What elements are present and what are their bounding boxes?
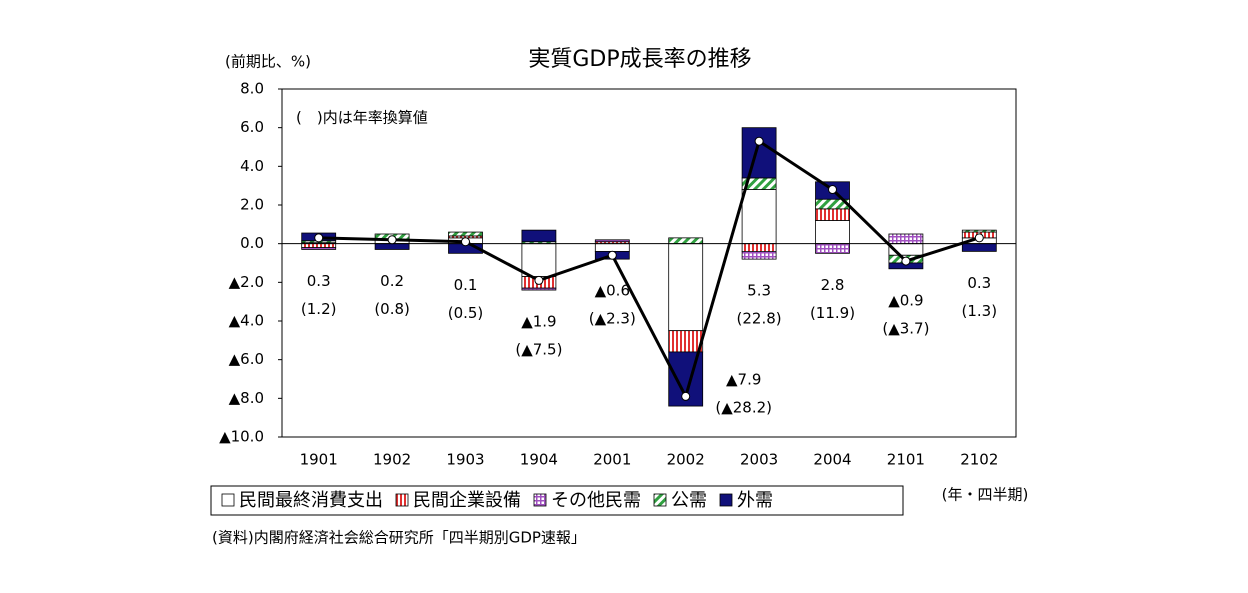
y-tick-label: 6.0 bbox=[240, 118, 264, 136]
plot-frame bbox=[281, 88, 1017, 438]
bar-segment bbox=[741, 189, 777, 245]
annual-label: (▲7.5) bbox=[515, 341, 562, 359]
bar-segment bbox=[815, 220, 850, 245]
bar-segment bbox=[888, 233, 924, 245]
legend-label: 民間企業設備 bbox=[413, 490, 521, 511]
data-label: 0.3 bbox=[307, 272, 331, 290]
x-tick-label: 1903 bbox=[446, 451, 484, 469]
x-tick-label: 1904 bbox=[520, 451, 558, 469]
bar-segment bbox=[815, 208, 850, 221]
line bbox=[318, 138, 980, 401]
bar-segment bbox=[815, 243, 850, 254]
data-label: 5.3 bbox=[747, 282, 771, 300]
bar-segment bbox=[961, 229, 997, 233]
legend-swatch bbox=[719, 493, 733, 507]
legend-label: 民間最終消費支出 bbox=[239, 490, 383, 511]
legend-label: 公需 bbox=[671, 490, 707, 511]
annual-label: (22.8) bbox=[737, 310, 782, 328]
y-tick-label: ▲8.0 bbox=[229, 389, 264, 407]
annual-label: (▲28.2) bbox=[715, 399, 772, 417]
bar-segment bbox=[961, 243, 997, 252]
bar-segment bbox=[301, 243, 337, 248]
source: (資料)内閣府経済社会総合研究所「四半期別GDP速報」 bbox=[212, 529, 586, 547]
data-label: 0.2 bbox=[380, 272, 404, 290]
legend-swatch bbox=[221, 493, 235, 507]
annual-label: (1.2) bbox=[301, 300, 337, 318]
x-axis-label: (年・四半期) bbox=[942, 486, 1029, 504]
line-point bbox=[828, 185, 837, 195]
y-axis-label: (前期比、%) bbox=[225, 53, 311, 71]
bar-segment bbox=[668, 243, 704, 332]
x-tick-label: 2003 bbox=[740, 451, 778, 469]
bar-segment bbox=[741, 243, 777, 252]
x-tick-label: 1902 bbox=[373, 451, 411, 469]
annual-label: (1.3) bbox=[962, 302, 998, 320]
x-tick-label: 2002 bbox=[667, 451, 705, 469]
annual-label: (11.9) bbox=[810, 304, 855, 322]
bar-segment bbox=[521, 229, 557, 243]
y-tick-label: ▲2.0 bbox=[229, 273, 264, 291]
bar-segment bbox=[594, 243, 630, 252]
legend-swatch bbox=[653, 493, 667, 507]
bar-segment bbox=[301, 247, 337, 250]
y-tick-label: ▲4.0 bbox=[229, 312, 264, 330]
annual-label: (0.8) bbox=[374, 300, 410, 318]
annual-label: (▲3.7) bbox=[882, 319, 929, 337]
x-tick-label: 2102 bbox=[960, 451, 998, 469]
bar-segment bbox=[594, 239, 630, 243]
line-point bbox=[461, 237, 470, 247]
line-point bbox=[607, 250, 617, 260]
annual-label: (0.5) bbox=[448, 304, 484, 322]
line-point bbox=[534, 275, 544, 285]
x-tick-label: 2001 bbox=[593, 451, 631, 469]
x-tick-label: 1901 bbox=[300, 451, 338, 469]
bar-segment bbox=[741, 250, 777, 260]
data-label: 0.3 bbox=[967, 274, 991, 292]
y-tick-label: ▲6.0 bbox=[229, 350, 264, 368]
line-point bbox=[901, 256, 911, 266]
data-label: ▲0.6 bbox=[595, 282, 630, 300]
bar-segment bbox=[668, 330, 704, 353]
line-point bbox=[681, 391, 691, 401]
bar-segment bbox=[668, 237, 704, 245]
line-point bbox=[754, 136, 764, 146]
bar-segment bbox=[448, 231, 483, 237]
legend-frame bbox=[210, 485, 904, 516]
line-point bbox=[314, 233, 324, 243]
bar-segment bbox=[741, 127, 777, 179]
x-tick-label: 2101 bbox=[887, 451, 925, 469]
data-label: ▲7.9 bbox=[726, 371, 761, 389]
annual-label: (▲2.3) bbox=[589, 310, 636, 328]
x-tick-label: 2004 bbox=[813, 451, 851, 469]
data-label: 2.8 bbox=[821, 276, 845, 294]
y-tick-label: 2.0 bbox=[240, 196, 264, 214]
y-tick-label: 8.0 bbox=[240, 80, 264, 98]
bar-segment bbox=[374, 243, 410, 250]
bar-segment bbox=[521, 287, 557, 291]
y-tick-label: ▲10.0 bbox=[219, 428, 264, 446]
line-point bbox=[387, 235, 397, 245]
legend-label: その他民需 bbox=[551, 490, 641, 511]
data-label: ▲1.9 bbox=[521, 313, 556, 331]
legend-swatch bbox=[395, 493, 409, 507]
y-tick-label: 0.0 bbox=[240, 234, 264, 252]
legend-swatch bbox=[533, 493, 547, 507]
line-point bbox=[974, 233, 984, 243]
y-tick-label: 4.0 bbox=[240, 157, 264, 175]
bar-segment bbox=[521, 243, 557, 277]
annotation: ( )内は年率換算値 bbox=[296, 109, 428, 127]
data-label: 0.1 bbox=[454, 276, 478, 294]
data-label: ▲0.9 bbox=[888, 291, 923, 309]
legend-label: 外需 bbox=[737, 490, 773, 511]
chart-title: 実質GDP成長率の推移 bbox=[528, 47, 751, 72]
